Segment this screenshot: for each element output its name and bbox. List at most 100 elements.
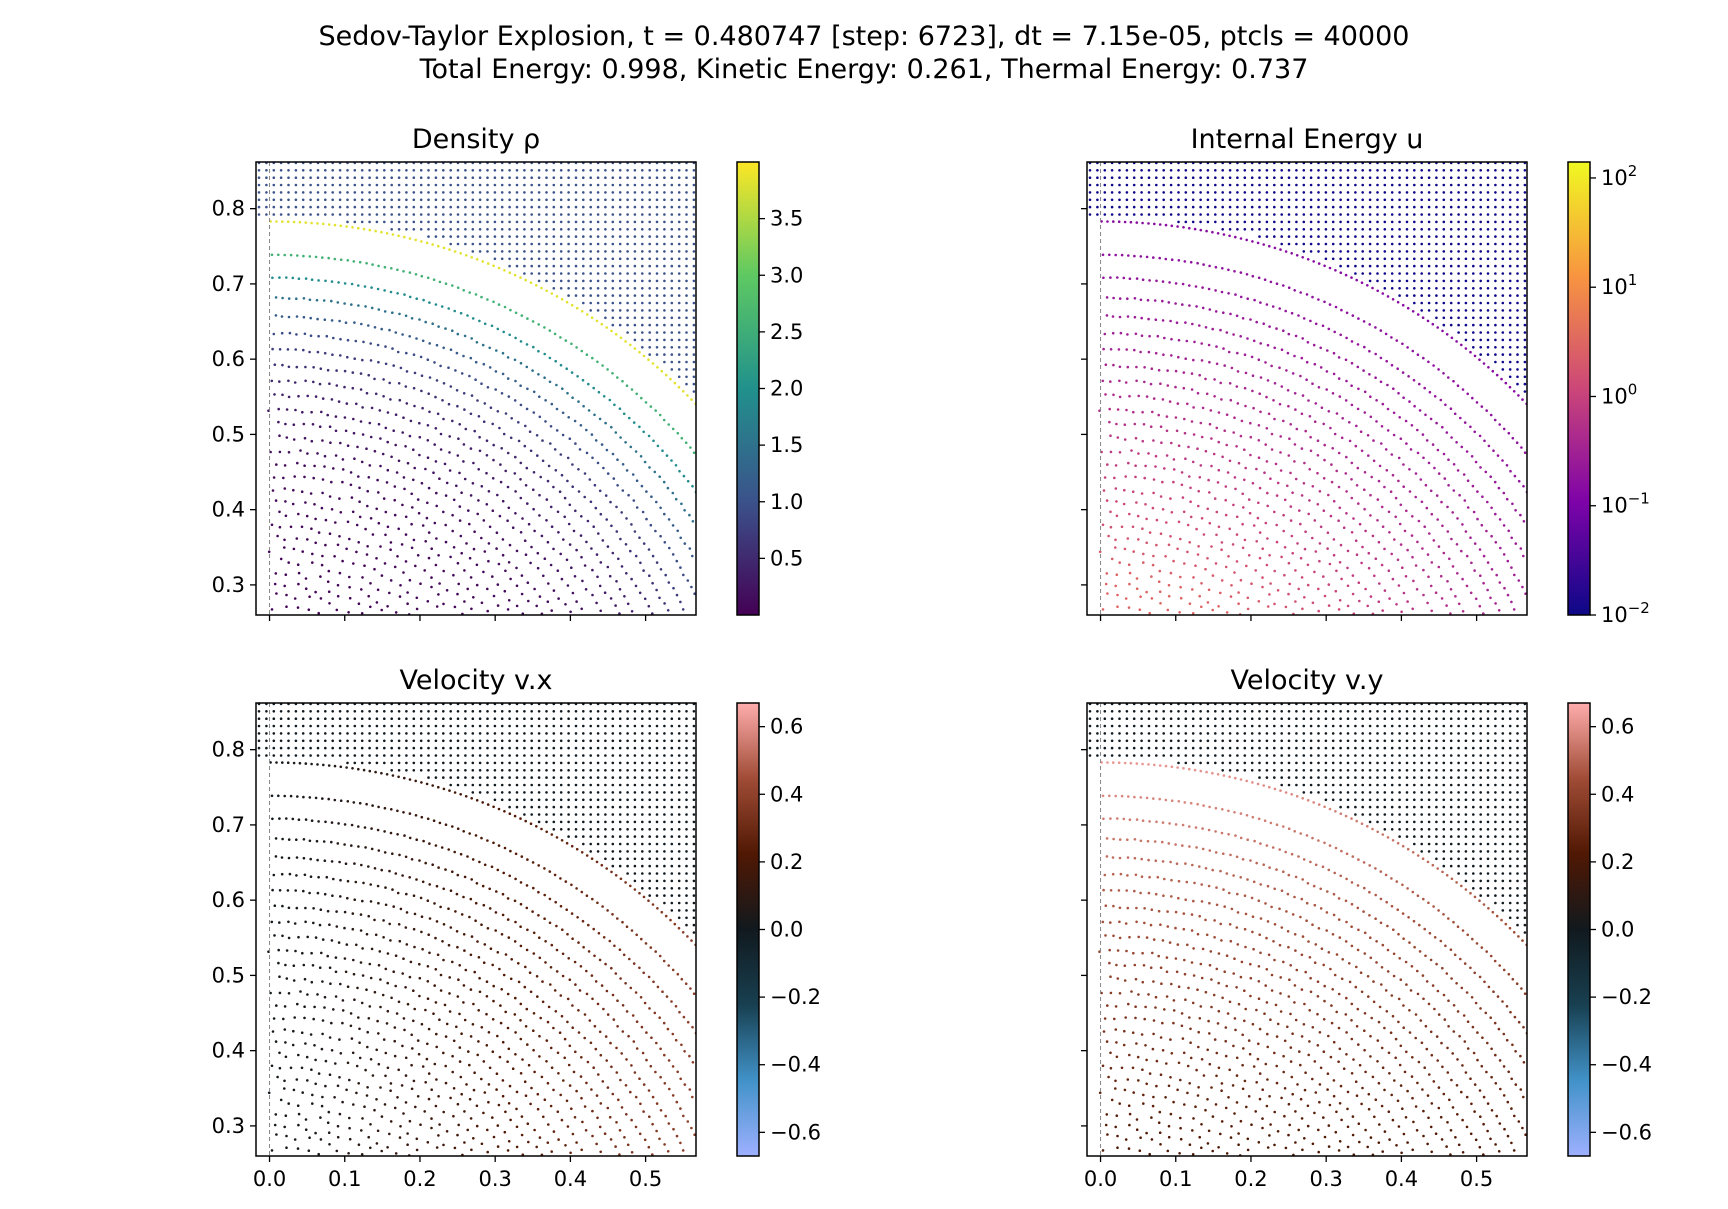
particle bbox=[515, 257, 519, 261]
particle bbox=[257, 169, 261, 172]
particle bbox=[655, 717, 659, 720]
particle bbox=[673, 381, 677, 385]
particle bbox=[502, 330, 506, 334]
particle bbox=[552, 205, 556, 209]
particle bbox=[535, 284, 538, 287]
particle bbox=[265, 739, 268, 743]
particle bbox=[295, 537, 299, 540]
particle bbox=[618, 820, 622, 824]
particle bbox=[1125, 183, 1129, 187]
particle bbox=[1295, 183, 1298, 187]
particle bbox=[1152, 256, 1155, 259]
particle bbox=[1413, 220, 1416, 224]
particle bbox=[1430, 609, 1433, 613]
particle bbox=[283, 584, 287, 588]
particle bbox=[1328, 266, 1332, 270]
particle bbox=[692, 360, 696, 364]
particle bbox=[604, 176, 607, 179]
particle bbox=[1200, 342, 1203, 345]
particle bbox=[655, 887, 659, 890]
particle bbox=[1521, 398, 1524, 401]
particle bbox=[1287, 228, 1291, 231]
particle bbox=[575, 548, 578, 552]
particle bbox=[1273, 246, 1277, 250]
particle bbox=[1510, 600, 1513, 604]
particle bbox=[284, 514, 288, 518]
particle bbox=[1405, 279, 1409, 283]
particle bbox=[626, 205, 629, 209]
particle bbox=[1297, 314, 1300, 317]
particle bbox=[1135, 365, 1138, 369]
particle bbox=[1288, 582, 1291, 586]
particle bbox=[1413, 183, 1416, 187]
particle bbox=[1501, 176, 1505, 179]
particle bbox=[1339, 264, 1342, 268]
particle bbox=[1147, 205, 1151, 209]
particle bbox=[1133, 422, 1137, 426]
particle bbox=[1236, 213, 1239, 216]
particle bbox=[1214, 310, 1218, 313]
particle bbox=[1247, 498, 1251, 501]
particle bbox=[1405, 205, 1409, 209]
particle bbox=[611, 551, 615, 555]
particle bbox=[1259, 301, 1262, 304]
particle bbox=[1394, 515, 1397, 519]
particle bbox=[1295, 205, 1298, 209]
particle bbox=[361, 358, 364, 362]
particle bbox=[609, 500, 612, 504]
particle bbox=[1390, 272, 1394, 275]
particle bbox=[1485, 409, 1488, 412]
particle bbox=[1433, 466, 1436, 470]
particle bbox=[1475, 401, 1479, 404]
particle bbox=[1427, 360, 1430, 364]
particle bbox=[345, 402, 349, 405]
particle bbox=[1397, 456, 1401, 460]
particle bbox=[1524, 592, 1527, 595]
particle bbox=[1479, 301, 1482, 305]
particle bbox=[596, 191, 600, 194]
particle bbox=[1333, 432, 1337, 436]
particle bbox=[456, 198, 460, 202]
particle bbox=[1153, 222, 1156, 226]
particle bbox=[1291, 372, 1295, 375]
particle bbox=[535, 604, 538, 608]
particle bbox=[390, 746, 394, 750]
particle bbox=[1104, 363, 1108, 367]
particle bbox=[618, 198, 622, 202]
particle bbox=[618, 294, 622, 297]
particle bbox=[559, 205, 563, 209]
particle bbox=[338, 497, 341, 500]
particle bbox=[295, 315, 299, 318]
particle bbox=[1346, 250, 1350, 253]
particle bbox=[648, 191, 651, 194]
particle bbox=[1470, 561, 1473, 565]
particle bbox=[1323, 443, 1326, 447]
particle bbox=[1221, 205, 1224, 209]
particle bbox=[531, 320, 535, 323]
particle bbox=[1190, 388, 1194, 391]
particle bbox=[1190, 372, 1194, 375]
particle bbox=[1398, 220, 1401, 224]
particle bbox=[685, 331, 688, 334]
particle bbox=[563, 515, 566, 519]
particle bbox=[1228, 382, 1232, 385]
particle bbox=[271, 489, 275, 492]
particle bbox=[434, 176, 438, 179]
particle bbox=[606, 565, 610, 569]
particle bbox=[357, 304, 360, 307]
particle bbox=[1168, 400, 1172, 403]
particle bbox=[1384, 332, 1388, 336]
particle bbox=[655, 857, 659, 861]
particle bbox=[1198, 476, 1202, 479]
particle bbox=[346, 176, 349, 179]
colorbar-frame bbox=[1567, 161, 1591, 616]
particle bbox=[537, 205, 541, 209]
particle bbox=[442, 235, 445, 238]
particle bbox=[1427, 301, 1431, 305]
particle bbox=[457, 582, 461, 586]
particle bbox=[633, 198, 637, 202]
particle bbox=[1327, 604, 1331, 607]
particle bbox=[1239, 271, 1243, 274]
particle bbox=[1191, 588, 1194, 591]
particle bbox=[1140, 213, 1143, 216]
